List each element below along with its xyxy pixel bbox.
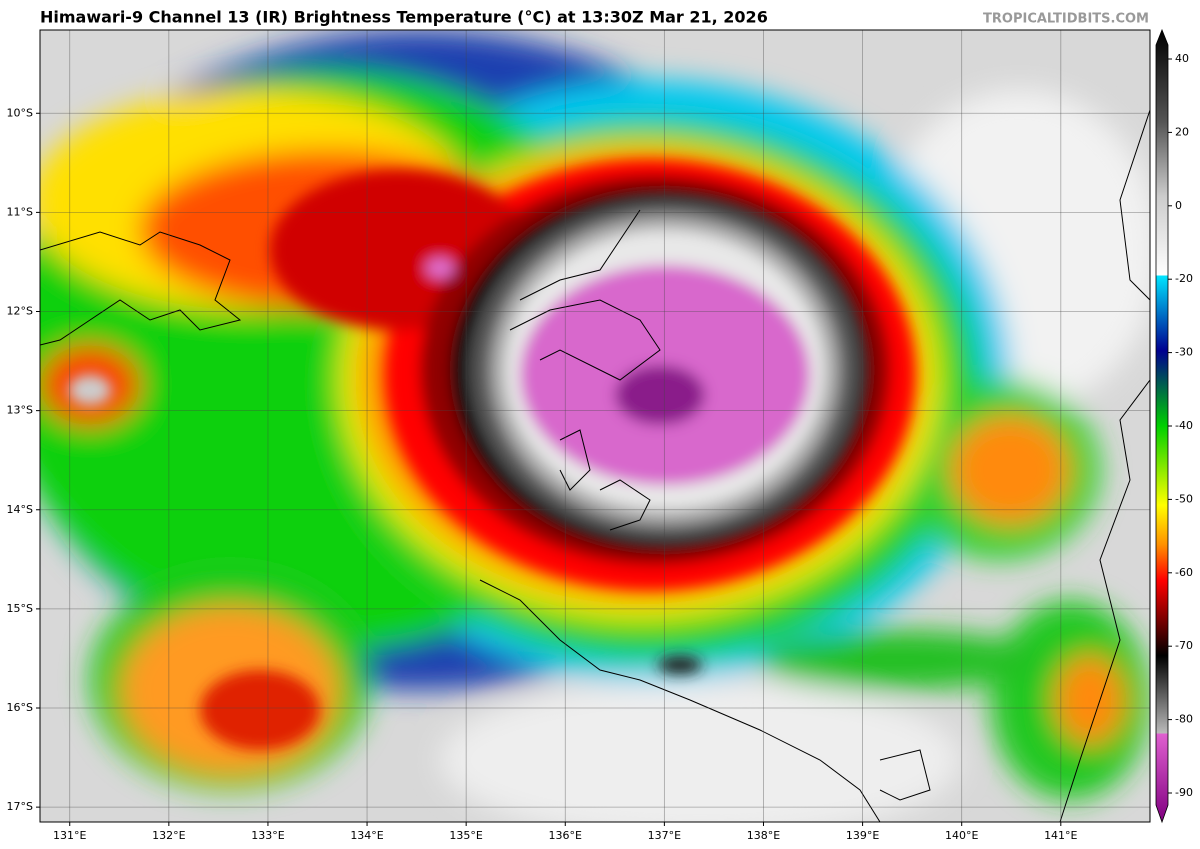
graticule (40, 30, 1150, 822)
colorbar (1155, 28, 1169, 824)
colorbar-label: -60 (1175, 566, 1193, 579)
credit: TROPICALTIDBITS.COM (983, 12, 1149, 27)
x-tick-label: 141°E (1044, 829, 1077, 842)
x-tick-label: 140°E (945, 829, 978, 842)
colorbar-label: -20 (1175, 272, 1193, 285)
x-tick-label: 133°E (251, 829, 284, 842)
map-frame (39, 29, 1151, 823)
y-tick-label: 17°S (7, 800, 33, 813)
x-tick-label: 131°E (53, 829, 86, 842)
y-tick-label: 16°S (7, 701, 33, 714)
colorbar-label: -30 (1175, 346, 1193, 359)
title: Himawari-9 Channel 13 (IR) Brightness Te… (40, 8, 768, 27)
x-tick-label: 138°E (747, 829, 780, 842)
colorbar-label: -50 (1175, 492, 1193, 505)
colorbar-label: -70 (1175, 639, 1193, 652)
y-tick-label: 10°S (7, 106, 33, 119)
colorbar-label: 20 (1175, 125, 1189, 138)
y-tick-label: 15°S (7, 602, 33, 615)
colorbar-label: -90 (1175, 786, 1193, 799)
x-tick-label: 136°E (549, 829, 582, 842)
x-tick-label: 135°E (449, 829, 482, 842)
x-tick-label: 137°E (648, 829, 681, 842)
y-tick-label: 13°S (7, 404, 33, 417)
x-tick-label: 134°E (350, 829, 383, 842)
y-tick-label: 14°S (7, 503, 33, 516)
x-tick-label: 139°E (846, 829, 879, 842)
colorbar-label: 40 (1175, 52, 1189, 65)
y-tick-label: 12°S (7, 305, 33, 318)
satellite-image (40, 30, 1150, 822)
x-tick-label: 132°E (152, 829, 185, 842)
y-tick-label: 11°S (7, 205, 33, 218)
colorbar-label: -80 (1175, 713, 1193, 726)
colorbar-label: 0 (1175, 199, 1182, 212)
colorbar-label: -40 (1175, 419, 1193, 432)
